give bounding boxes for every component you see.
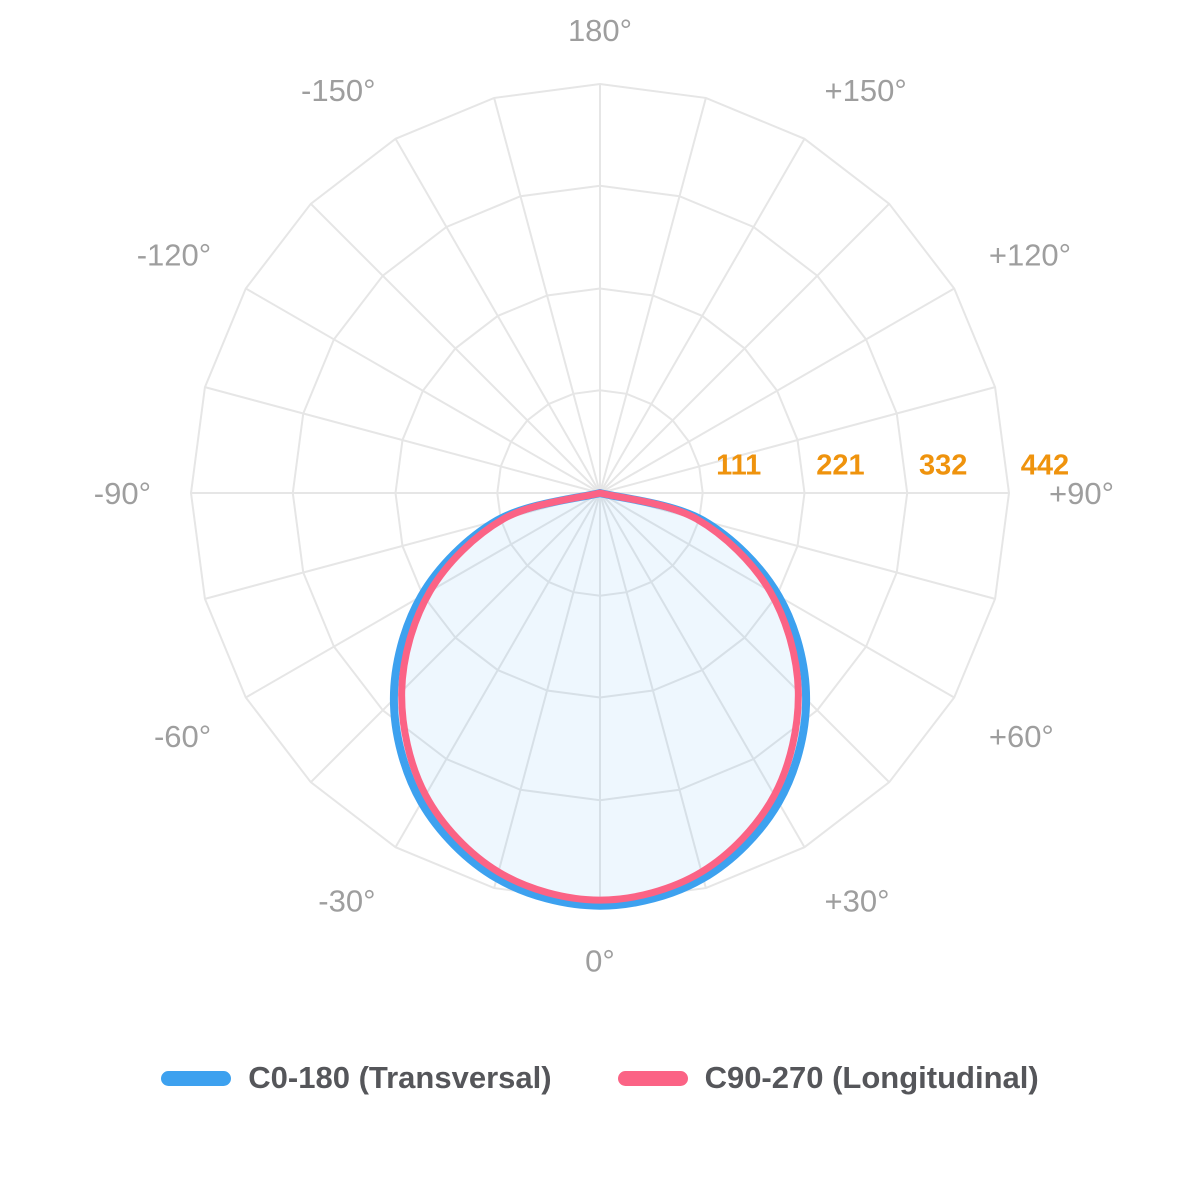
- polar-grid-spoke: [245, 287, 601, 494]
- polar-grid-spoke: [310, 203, 601, 494]
- series-c0-180-curve: [389, 489, 811, 910]
- legend-label-c0-180: C0-180 (Transversal): [248, 1060, 552, 1095]
- angle-label: +30°: [825, 883, 890, 918]
- series-c90-270-curve: [398, 489, 802, 904]
- series-c0-180-fill: [393, 493, 807, 906]
- angle-label: +90°: [1049, 476, 1114, 511]
- radial-tick-label: 332: [919, 449, 967, 481]
- polar-grid-spoke: [493, 97, 601, 494]
- legend-item-c90-270[interactable]: C90-270 (Longitudinal): [617, 1060, 1039, 1096]
- polar-grid-spoke: [204, 386, 601, 494]
- radial-tick-label: 221: [816, 449, 864, 481]
- polar-grid-spoke: [599, 492, 806, 848]
- angle-label: -60°: [154, 719, 211, 754]
- polar-grid-spoke: [599, 138, 806, 494]
- polar-grid-spoke: [599, 287, 955, 494]
- polar-grid-spoke: [599, 492, 890, 783]
- polar-grid-spoke: [599, 203, 890, 494]
- legend-item-c0-180[interactable]: C0-180 (Transversal): [161, 1060, 552, 1096]
- angle-label: +120°: [989, 237, 1071, 272]
- angle-label: -150°: [301, 73, 375, 108]
- polar-grid-spoke: [310, 492, 601, 783]
- legend-label-c90-270: C90-270 (Longitudinal): [704, 1060, 1039, 1095]
- angle-label: -120°: [137, 237, 211, 272]
- angle-label: +150°: [825, 73, 907, 108]
- legend-swatch-c90-270: [617, 1070, 688, 1086]
- polar-grid-spoke: [394, 492, 601, 848]
- angle-label: -30°: [318, 883, 375, 918]
- polar-chart: 0° +30° +60° +90° +120° +150° 180° -150° -120° -9…: [94, 13, 1114, 979]
- radial-tick-label: 442: [1021, 449, 1069, 481]
- polar-grid-spoke: [493, 492, 601, 889]
- angle-label: 180°: [568, 13, 632, 48]
- angle-label: -90°: [94, 476, 151, 511]
- angle-label: +60°: [989, 719, 1054, 754]
- polar-grid-spoke: [599, 386, 996, 494]
- angle-label: 0°: [585, 943, 615, 978]
- chart-legend: C0-180 (Transversal) C90-270 (Longitudin…: [0, 1060, 1200, 1096]
- radial-tick-label: 111: [716, 449, 761, 481]
- polar-grid-spoke: [599, 492, 707, 889]
- polar-grid-spoke: [599, 97, 707, 494]
- legend-swatch-c0-180: [161, 1070, 232, 1086]
- polar-grid-spoke: [394, 138, 601, 494]
